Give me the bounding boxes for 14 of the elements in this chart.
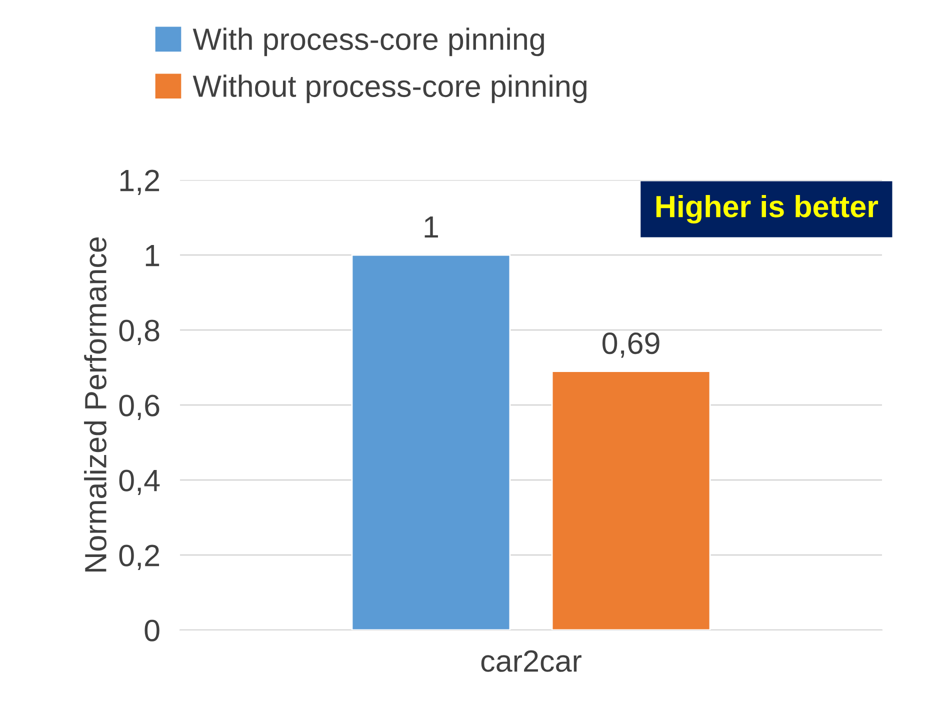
y-tick-label: 0,6 [119,394,160,420]
y-tick-label: 1 [146,245,160,266]
y-axis-title: Normalized Performance [84,237,106,572]
x-tick-label: car2car [481,650,582,672]
y-tick-label: 1,2 [120,170,160,195]
y-tick-label: 0 [144,620,160,642]
data-label: 1 [424,216,438,238]
data-label: 0,69 [602,332,660,358]
legend-label: Without process-core pinning [192,74,586,104]
y-tick-label: 0,8 [119,320,160,345]
y-tick-label: 0,2 [119,544,160,570]
legend-label: With process-core pinning [192,28,544,56]
y-tick-label: 0,4 [119,470,160,495]
annotation: Higher is better [656,194,878,224]
